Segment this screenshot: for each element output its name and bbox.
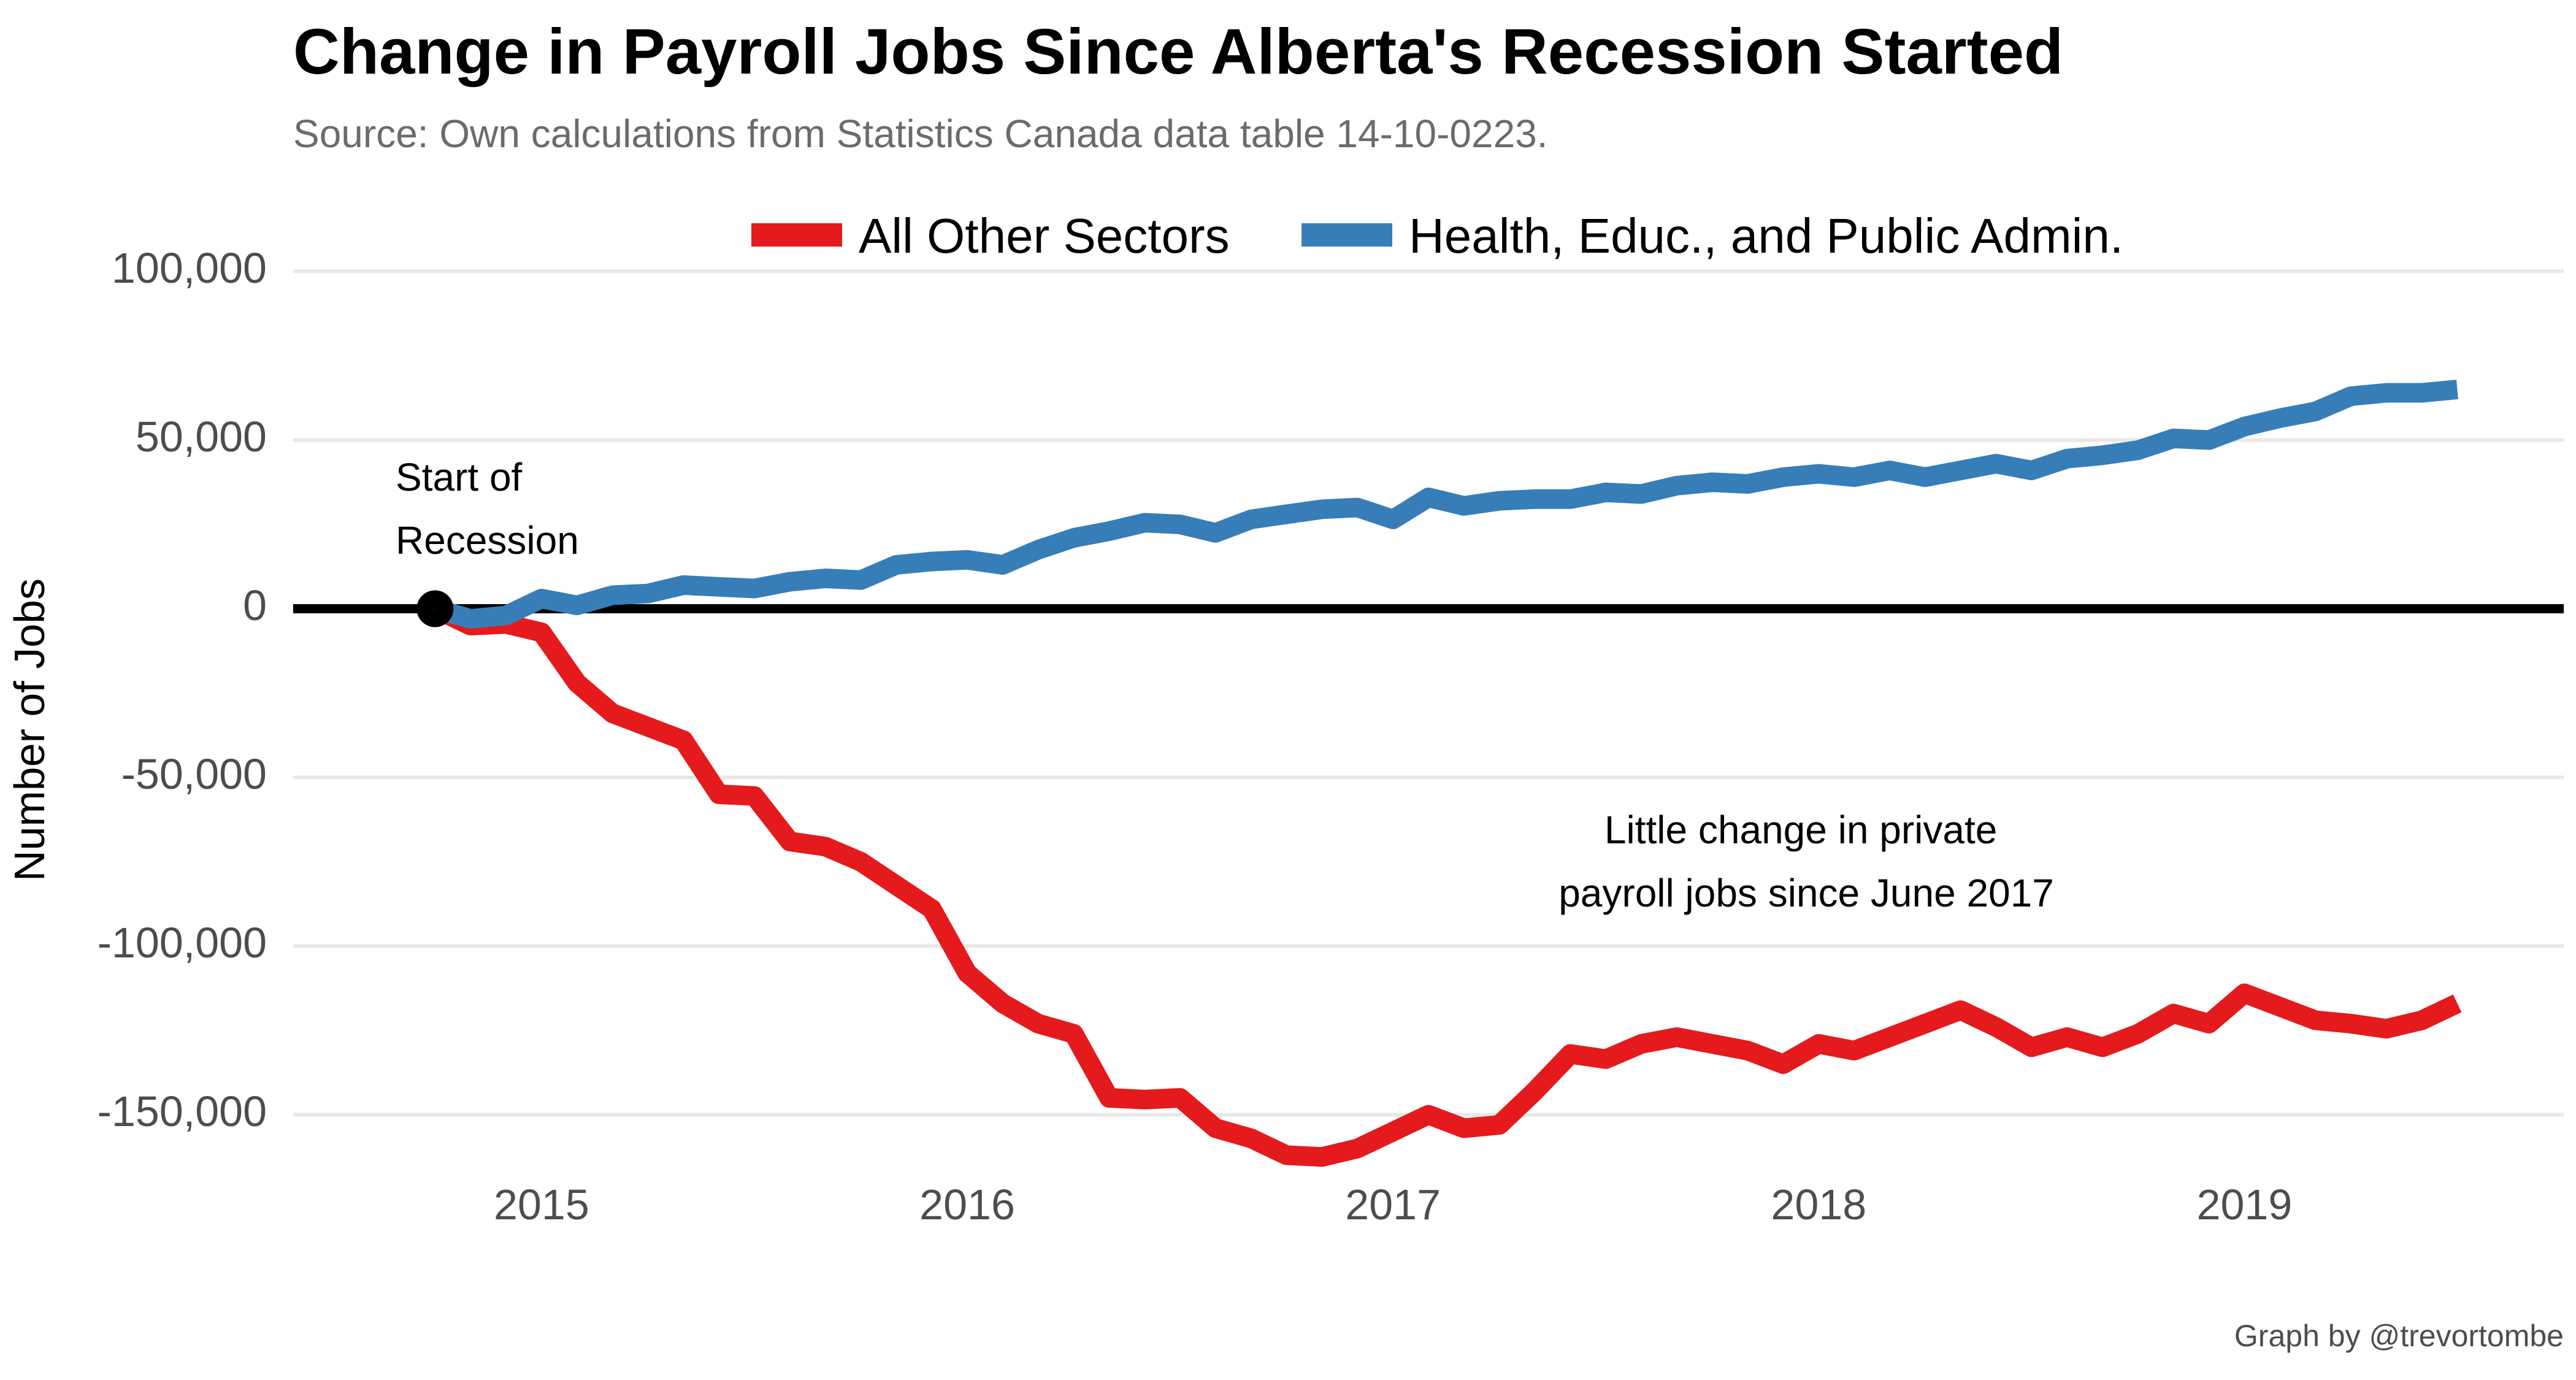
annotation-start-of-recession: Start of Recession [396,455,579,562]
legend-swatch-health-educ-public-admin [1301,223,1392,247]
y-tick-label: 100,000 [112,244,267,292]
x-tick-label: 2017 [1345,1181,1441,1229]
annotation-start-line-2: Recession [396,518,579,562]
recession-start-marker [416,590,454,627]
x-tick-label: 2016 [919,1181,1015,1229]
y-axis-ticks: 100,000 50,000 0 -50,000 -100,000 -150,000 [98,244,267,1135]
x-tick-label: 2019 [2197,1181,2293,1229]
y-tick-label: -50,000 [121,750,267,798]
y-tick-label: 0 [243,581,267,629]
legend: All Other Sectors Health, Educ., and Pub… [751,209,2123,263]
legend-label-health-educ-public-admin: Health, Educ., and Public Admin. [1409,209,2123,263]
y-tick-label: -100,000 [98,919,267,967]
legend-label-all-other-sectors: All Other Sectors [859,209,1230,263]
annotation-start-line-1: Start of [396,455,523,499]
gridlines [293,269,2564,1117]
chart-title: Change in Payroll Jobs Since Alberta's R… [293,16,2063,88]
x-axis-ticks: 2015 2016 2017 2018 2019 [494,1181,2292,1229]
series-line-health-educ-public-admin [432,380,2459,629]
y-axis-label: Number of Jobs [6,578,53,881]
y-tick-label: -150,000 [98,1087,267,1135]
x-tick-label: 2018 [1771,1181,1866,1229]
chart-subtitle: Source: Own calculations from Statistics… [293,112,1548,156]
annotation-little-change-line-1: Little change in private [1604,808,1997,852]
series-lines [431,380,2462,1167]
annotation-little-change-line-2: payroll jobs since June 2017 [1558,871,2054,915]
annotation-little-change: Little change in private payroll jobs si… [1558,808,2054,915]
legend-swatch-all-other-sectors [751,223,842,247]
graph-credit: Graph by @trevortombe [2234,1319,2564,1353]
series-line-all-other-sectors [431,600,2462,1167]
x-tick-label: 2015 [494,1181,589,1229]
y-tick-label: 50,000 [136,413,267,461]
